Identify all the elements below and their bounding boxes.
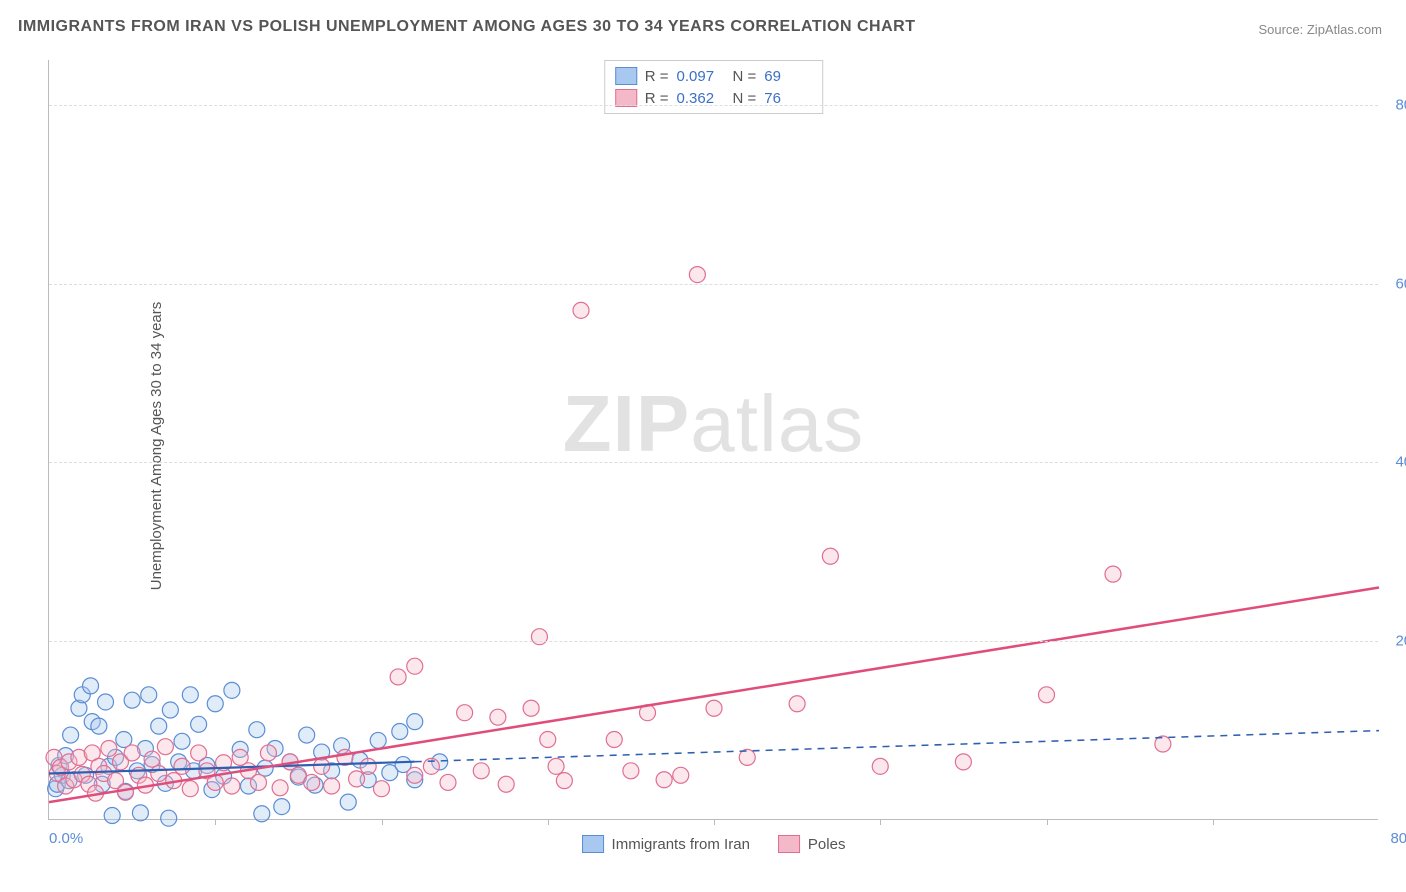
data-point <box>272 780 288 796</box>
x-minor-tick <box>880 819 881 825</box>
legend-series: Immigrants from Iran Poles <box>582 835 846 853</box>
data-point <box>955 754 971 770</box>
data-point <box>83 678 99 694</box>
x-tick-end: 80.0% <box>1378 830 1406 847</box>
data-point <box>260 745 276 761</box>
gridline <box>49 284 1378 285</box>
data-point <box>314 758 330 774</box>
source-attribution: Source: ZipAtlas.com <box>1258 22 1382 37</box>
data-point <box>250 774 266 790</box>
legend-item-iran: Immigrants from Iran <box>582 835 750 853</box>
data-point <box>656 772 672 788</box>
data-point <box>606 732 622 748</box>
y-tick-label: 60.0% <box>1383 275 1406 292</box>
data-point <box>63 727 79 743</box>
chart-svg <box>49 60 1378 819</box>
data-point <box>340 794 356 810</box>
data-point <box>124 692 140 708</box>
data-point <box>304 774 320 790</box>
data-point <box>191 716 207 732</box>
data-point <box>91 718 107 734</box>
x-minor-tick <box>1047 819 1048 825</box>
data-point <box>151 766 167 782</box>
data-point <box>457 705 473 721</box>
data-point <box>523 700 539 716</box>
data-point <box>1039 687 1055 703</box>
x-minor-tick <box>548 819 549 825</box>
trend-line <box>49 588 1379 803</box>
data-point <box>548 758 564 774</box>
data-point <box>124 745 140 761</box>
data-point <box>274 799 290 815</box>
data-point <box>299 727 315 743</box>
x-minor-tick <box>382 819 383 825</box>
gridline <box>49 105 1378 106</box>
data-point <box>144 751 160 767</box>
data-point <box>374 781 390 797</box>
data-point <box>872 758 888 774</box>
data-point <box>132 805 148 821</box>
x-minor-tick <box>215 819 216 825</box>
data-point <box>224 682 240 698</box>
data-point <box>407 767 423 783</box>
data-point <box>182 781 198 797</box>
data-point <box>370 732 386 748</box>
legend-item-poles: Poles <box>778 835 846 853</box>
x-tick-start: 0.0% <box>49 830 83 847</box>
data-point <box>392 723 408 739</box>
data-point <box>161 810 177 826</box>
data-point <box>182 687 198 703</box>
data-point <box>1105 566 1121 582</box>
gridline <box>49 462 1378 463</box>
data-point <box>324 778 340 794</box>
data-point <box>104 808 120 824</box>
data-point <box>390 669 406 685</box>
gridline <box>49 641 1378 642</box>
data-point <box>207 696 223 712</box>
x-minor-tick <box>714 819 715 825</box>
data-point <box>191 745 207 761</box>
data-point <box>174 758 190 774</box>
data-point <box>440 774 456 790</box>
y-tick-label: 20.0% <box>1383 633 1406 650</box>
data-point <box>162 702 178 718</box>
data-point <box>141 687 157 703</box>
data-point <box>101 740 117 756</box>
data-point <box>673 767 689 783</box>
y-tick-label: 40.0% <box>1383 454 1406 471</box>
data-point <box>349 771 365 787</box>
data-point <box>249 722 265 738</box>
legend-swatch-poles <box>778 835 800 853</box>
data-point <box>473 763 489 779</box>
data-point <box>254 806 270 822</box>
data-point <box>360 758 376 774</box>
legend-label: Poles <box>808 836 846 853</box>
legend-swatch-iran <box>582 835 604 853</box>
data-point <box>224 778 240 794</box>
data-point <box>623 763 639 779</box>
data-point <box>490 709 506 725</box>
plot-area: ZIPatlas R = 0.097 N = 69 R = 0.362 N = … <box>48 60 1378 820</box>
x-minor-tick <box>1213 819 1214 825</box>
legend-label: Immigrants from Iran <box>612 836 750 853</box>
trend-line-extrapolated <box>415 731 1379 762</box>
data-point <box>706 700 722 716</box>
data-point <box>531 629 547 645</box>
data-point <box>540 732 556 748</box>
data-point <box>498 776 514 792</box>
data-point <box>407 658 423 674</box>
data-point <box>789 696 805 712</box>
data-point <box>689 267 705 283</box>
data-point <box>117 784 133 800</box>
data-point <box>98 694 114 710</box>
data-point <box>174 733 190 749</box>
data-point <box>151 718 167 734</box>
data-point <box>822 548 838 564</box>
data-point <box>407 714 423 730</box>
data-point <box>556 773 572 789</box>
y-tick-label: 80.0% <box>1383 96 1406 113</box>
data-point <box>157 739 173 755</box>
chart-title: IMMIGRANTS FROM IRAN VS POLISH UNEMPLOYM… <box>18 18 915 36</box>
data-point <box>573 302 589 318</box>
